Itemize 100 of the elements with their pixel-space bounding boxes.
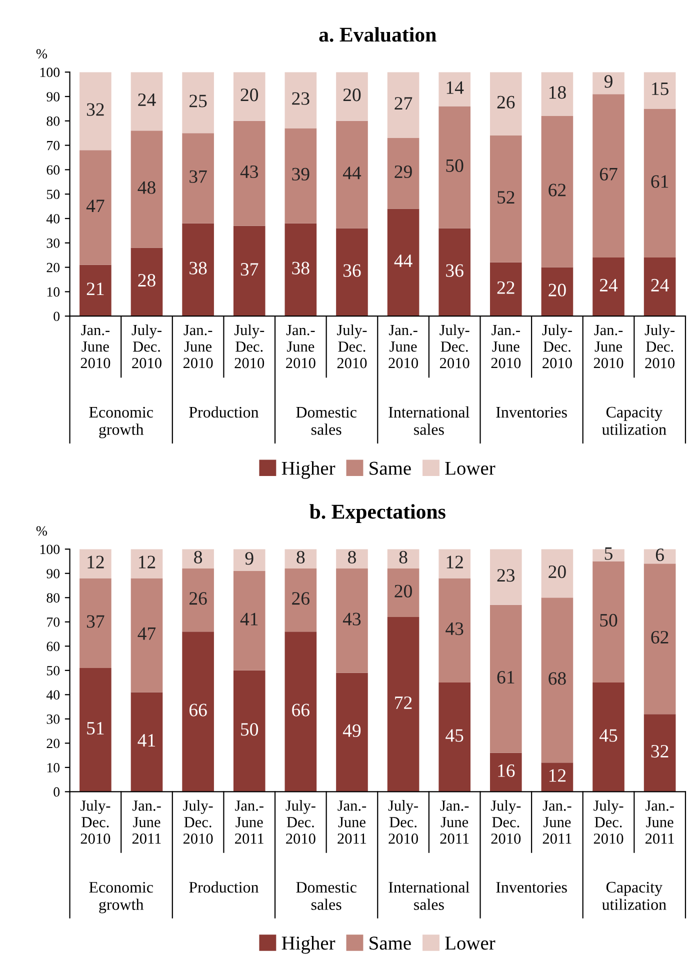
bar xyxy=(592,682,624,792)
bar xyxy=(182,223,214,316)
x-tick-label: July- Dec. 2010 xyxy=(337,324,367,368)
bar xyxy=(130,248,163,316)
bar xyxy=(80,578,112,668)
data-label: 43 xyxy=(446,622,464,636)
data-label: 45 xyxy=(446,729,464,742)
x-tick-label: Jan.- June 2011 xyxy=(132,800,161,844)
bar xyxy=(233,670,266,792)
text: Economic growth xyxy=(89,406,153,438)
x-tick-label: July- Dec. 2010 xyxy=(132,324,162,368)
data-label: 6 xyxy=(656,548,664,562)
data-label: 37 xyxy=(240,263,258,276)
data-label: 67 xyxy=(600,168,618,180)
data-label: 8 xyxy=(296,550,305,564)
y-tick-label: 20 xyxy=(46,262,60,272)
text: Production xyxy=(189,881,259,893)
bar xyxy=(541,116,574,268)
bar xyxy=(644,72,676,109)
data-label: 28 xyxy=(138,274,156,287)
bar xyxy=(541,549,574,598)
x-tick-label: July- Dec. 2010 xyxy=(542,324,572,368)
text: Inventories xyxy=(496,406,567,418)
bar xyxy=(592,561,624,683)
data-label: 27 xyxy=(394,97,412,110)
bar xyxy=(233,570,266,670)
bar xyxy=(644,258,676,316)
x-tick-label: July- Dec. 2010 xyxy=(80,800,110,844)
bar xyxy=(490,136,522,262)
data-label: 26 xyxy=(292,592,310,605)
legend-label: Higher xyxy=(282,936,336,954)
y-tick-label: 50 xyxy=(46,666,60,676)
bar xyxy=(490,72,522,136)
y-tick-label: 40 xyxy=(46,690,60,700)
y-tick-label: 0 xyxy=(54,312,60,322)
bar xyxy=(233,72,266,121)
text: Capacity utilization xyxy=(602,406,666,435)
bar xyxy=(387,568,420,618)
data-label: 12 xyxy=(139,556,156,568)
bar xyxy=(592,94,624,258)
bar xyxy=(541,267,574,316)
text: International sales xyxy=(388,881,470,910)
data-label: 26 xyxy=(497,96,515,109)
bar xyxy=(80,549,112,578)
data-label: 5 xyxy=(604,547,612,560)
data-label: 62 xyxy=(651,630,668,644)
x-tick-label: July- Dec. 2010 xyxy=(490,800,521,844)
bar xyxy=(490,549,522,605)
bar xyxy=(592,549,624,562)
y-tick-label: 90 xyxy=(46,92,60,102)
x-tick-label: Jan.- June 2010 xyxy=(80,325,110,368)
text: Inventories xyxy=(496,882,567,893)
bar xyxy=(336,228,368,316)
data-label: 52 xyxy=(498,191,514,204)
y-tick-label: 60 xyxy=(46,165,60,175)
data-label: 41 xyxy=(240,612,258,626)
y-axis-title: % xyxy=(36,526,48,536)
bar xyxy=(490,262,522,316)
data-label: 8 xyxy=(348,550,356,564)
bar xyxy=(80,264,112,316)
bar xyxy=(284,632,317,792)
data-label: 24 xyxy=(138,93,156,106)
x-tick-label: Jan.- June 2010 xyxy=(286,325,316,368)
chart-title: a. Evaluation xyxy=(319,27,436,42)
bar xyxy=(284,549,317,569)
data-label: 61 xyxy=(497,670,514,684)
data-label: 66 xyxy=(292,704,310,716)
x-tick-label: Jan.- June 2011 xyxy=(646,800,674,844)
chart-title: b. Expectations xyxy=(310,504,446,524)
y-tick-label: 10 xyxy=(47,763,60,772)
data-label: 23 xyxy=(292,92,310,105)
data-label: 51 xyxy=(87,722,104,735)
bar xyxy=(438,228,470,316)
data-label: 44 xyxy=(394,254,412,267)
x-tick-label: Jan.- June 2010 xyxy=(491,325,521,368)
data-label: 29 xyxy=(394,165,412,178)
bar xyxy=(644,714,676,792)
data-label: 8 xyxy=(194,550,202,564)
bar xyxy=(336,672,368,792)
data-label: 47 xyxy=(86,200,104,212)
y-tick-label: 70 xyxy=(47,140,60,150)
bar xyxy=(592,72,624,94)
bar xyxy=(284,568,317,632)
data-label: 16 xyxy=(498,764,515,777)
data-label: 50 xyxy=(446,159,464,172)
data-label: 20 xyxy=(343,88,361,102)
bar xyxy=(182,133,214,224)
y-tick-label: 20 xyxy=(46,738,60,748)
bar xyxy=(182,632,214,792)
data-label: 20 xyxy=(548,565,566,578)
data-label: 21 xyxy=(86,282,104,295)
data-label: 20 xyxy=(394,584,412,598)
bar xyxy=(490,604,522,753)
data-label: 23 xyxy=(497,569,515,582)
text: Economic growth xyxy=(89,882,153,914)
x-tick-label: July- Dec. 2010 xyxy=(594,800,624,844)
bar xyxy=(233,226,266,316)
bar xyxy=(336,568,368,673)
y-tick-label: 60 xyxy=(46,642,60,652)
bar xyxy=(284,72,317,128)
